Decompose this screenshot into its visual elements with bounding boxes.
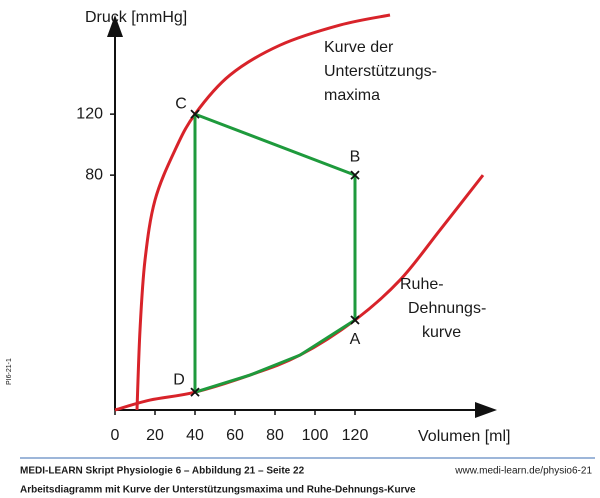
x-tick-label: 60: [226, 427, 244, 444]
y-axis-label: Druck [mmHg]: [85, 9, 187, 26]
y-tick-label: 80: [85, 166, 103, 183]
curve: [193, 111, 357, 394]
point-marker: [190, 387, 200, 397]
x-tick-label: 100: [302, 427, 329, 444]
y-axis-arrow: [107, 15, 123, 37]
annotation: Ruhe-: [400, 276, 444, 293]
annotation: Dehnungs-: [408, 300, 486, 317]
curve: [135, 13, 391, 411]
y-tick-label: 120: [76, 105, 103, 122]
annotation: Kurve der: [324, 39, 394, 56]
annotation: maxima: [324, 87, 380, 104]
x-tick-label: 0: [111, 427, 120, 444]
footer-line2: Arbeitsdiagramm mit Kurve der Unterstütz…: [20, 485, 416, 496]
x-tick-label: 20: [146, 427, 164, 444]
x-axis-arrow: [475, 402, 497, 418]
point-marker: [350, 170, 360, 180]
point-label: B: [350, 148, 361, 165]
x-axis-label: Volumen [ml]: [418, 428, 510, 445]
point-marker: [190, 109, 200, 119]
x-tick-label: 40: [186, 427, 204, 444]
point-marker: [350, 315, 360, 325]
footer-line1: MEDI-LEARN Skript Physiologie 6 – Abbild…: [20, 466, 305, 477]
annotation: Unterstützungs-: [324, 63, 437, 80]
side-code: PI6-21-1: [6, 358, 13, 385]
x-tick-label: 80: [266, 427, 284, 444]
x-tick-label: 120: [342, 427, 369, 444]
point-label: A: [350, 331, 361, 348]
point-label: C: [175, 95, 187, 112]
point-label: D: [173, 371, 185, 388]
annotation: kurve: [422, 324, 461, 341]
footer-url: www.medi-learn.de/physio6-21: [454, 466, 592, 477]
